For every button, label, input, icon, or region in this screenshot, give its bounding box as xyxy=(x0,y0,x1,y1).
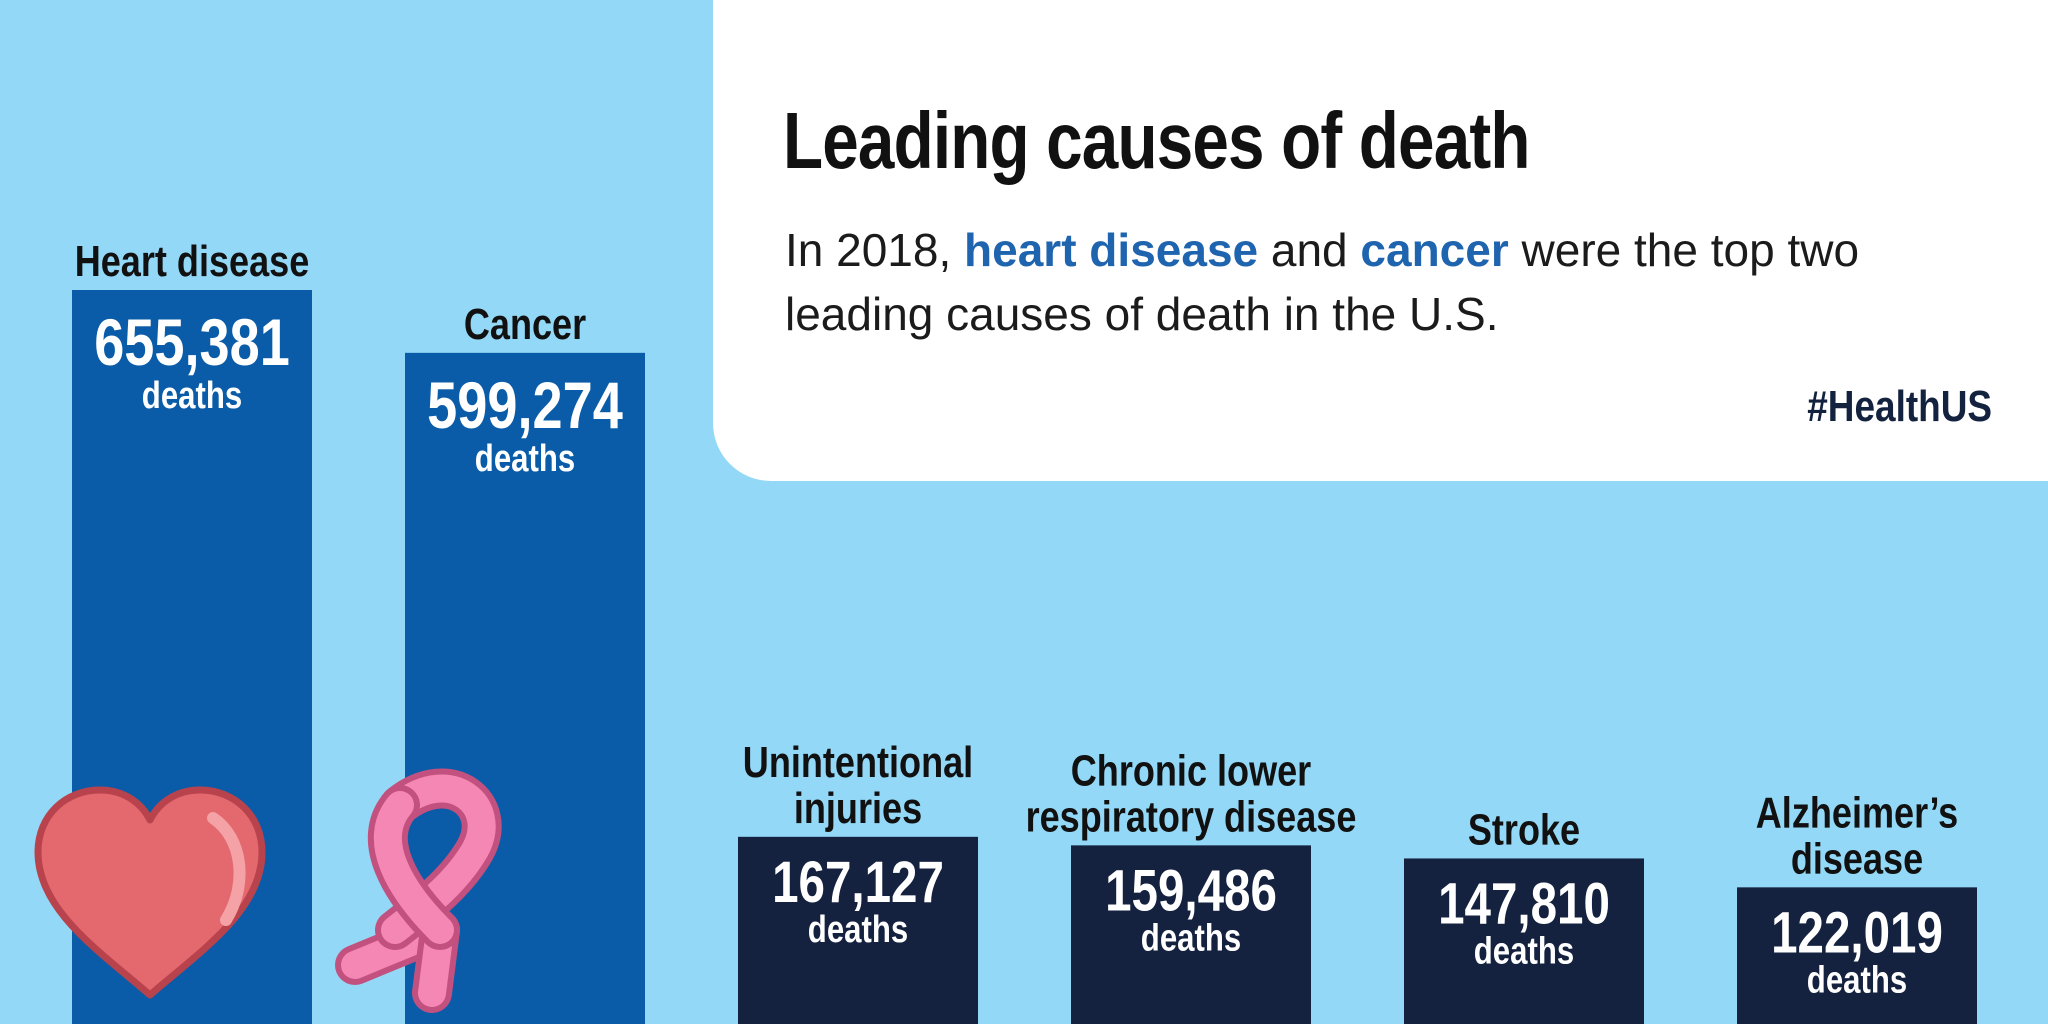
unit-label: deaths xyxy=(1141,918,1241,960)
category-label: Chronic lower xyxy=(1071,746,1312,795)
unit-label: deaths xyxy=(475,438,575,480)
unit-label: deaths xyxy=(142,375,242,417)
info-card: Leading causes of death In 2018, heart d… xyxy=(713,0,2048,481)
page-title: Leading causes of death xyxy=(783,96,1530,185)
category-label: respiratory disease xyxy=(1026,792,1357,841)
category-label: injuries xyxy=(794,783,922,832)
highlight-cancer: cancer xyxy=(1360,224,1509,276)
value-label: 122,019 xyxy=(1771,901,1943,966)
category-label: Stroke xyxy=(1468,805,1580,854)
hashtag: #HealthUS xyxy=(1807,382,1992,431)
category-label: Cancer xyxy=(464,299,587,348)
bar xyxy=(738,836,978,1024)
value-label: 655,381 xyxy=(94,305,290,379)
heart-shape xyxy=(34,786,266,999)
value-label: 167,127 xyxy=(772,850,944,915)
subtitle-text-3: were the top two leading causes of death… xyxy=(785,224,1860,340)
subtitle-text-1: In 2018, xyxy=(785,224,965,276)
category-label: Heart disease xyxy=(75,237,310,286)
subtitle: In 2018, heart disease and cancer were t… xyxy=(785,218,2015,346)
category-label: Alzheimer’s xyxy=(1756,788,1958,837)
value-label: 147,810 xyxy=(1438,872,1610,937)
value-label: 159,486 xyxy=(1105,859,1277,924)
heart-shine xyxy=(207,812,246,926)
unit-label: deaths xyxy=(1474,931,1574,973)
category-label: disease xyxy=(1791,834,1923,883)
unit-label: deaths xyxy=(808,909,908,951)
bar xyxy=(1404,858,1644,1024)
bar xyxy=(1071,845,1311,1024)
ribbon-icon xyxy=(335,768,502,1013)
heart-icon xyxy=(34,786,266,999)
bar xyxy=(1737,887,1977,1024)
ribbon-front xyxy=(373,791,454,944)
unit-label: deaths xyxy=(1807,960,1907,1002)
value-label: 599,274 xyxy=(427,368,623,442)
highlight-heart-disease: heart disease xyxy=(964,224,1259,276)
category-label: Unintentional xyxy=(743,737,973,786)
subtitle-text-2: and xyxy=(1258,224,1361,276)
